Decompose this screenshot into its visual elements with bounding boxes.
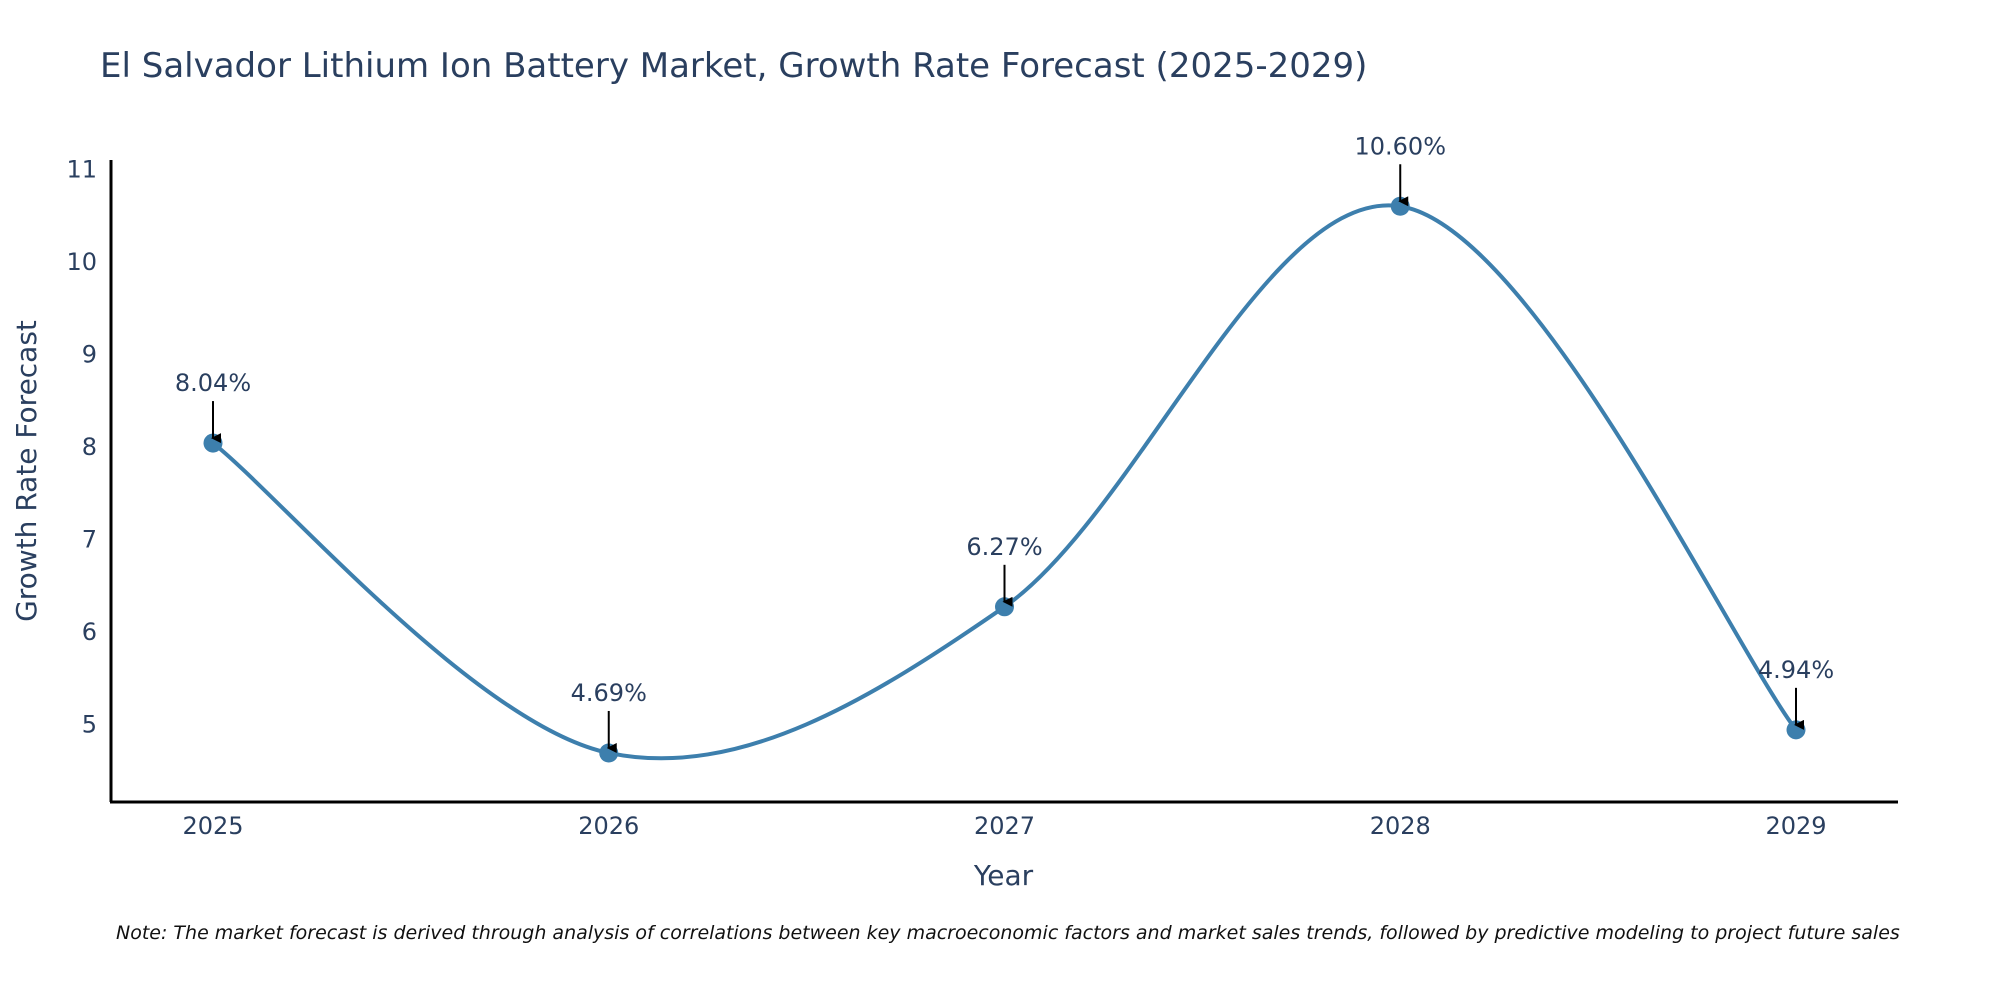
y-tick-label: 11 [66, 155, 97, 183]
x-axis-title: Year [973, 859, 1034, 892]
footnote: Note: The market forecast is derived thr… [116, 922, 1900, 944]
x-tick-label: 2026 [578, 812, 639, 840]
y-tick-label: 5 [82, 710, 97, 738]
chart-title: El Salvador Lithium Ion Battery Market, … [100, 46, 1368, 86]
x-tick-label: 2025 [182, 812, 243, 840]
y-tick-label: 8 [82, 433, 97, 461]
data-label: 6.27% [966, 533, 1042, 561]
x-tick-label: 2028 [1370, 812, 1431, 840]
data-label: 10.60% [1354, 132, 1446, 160]
y-tick-label: 7 [82, 525, 97, 553]
y-tick-label: 10 [66, 248, 97, 276]
x-tick-label: 2029 [1765, 812, 1826, 840]
y-axis-title: Growth Rate Forecast [10, 320, 43, 622]
series-line [211, 203, 1798, 761]
x-tick-label: 2027 [974, 812, 1035, 840]
y-tick-label: 6 [82, 618, 97, 646]
data-label: 4.69% [571, 679, 647, 707]
y-tick-label: 9 [82, 340, 97, 368]
data-label: 4.94% [1758, 656, 1834, 684]
data-label: 8.04% [175, 369, 251, 397]
